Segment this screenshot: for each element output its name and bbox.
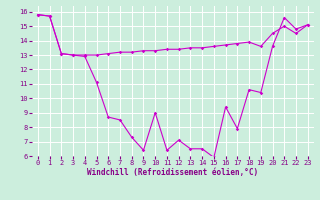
X-axis label: Windchill (Refroidissement éolien,°C): Windchill (Refroidissement éolien,°C) — [87, 168, 258, 177]
